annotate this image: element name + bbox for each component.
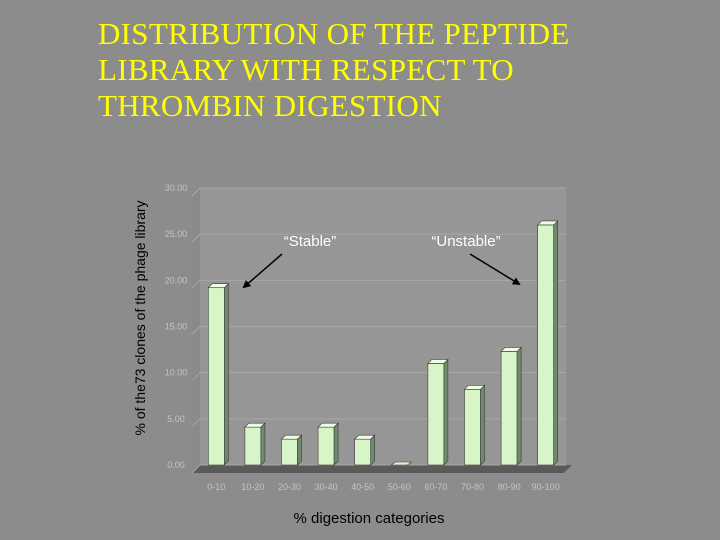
y-tick-label: 5.00 [167,414,185,424]
bar-side [443,358,449,466]
bar-top [280,434,303,440]
grid-line-side [191,372,201,382]
annotation-arrow [469,253,521,286]
x-tick-label: 80-90 [498,482,521,492]
bar-top [390,461,413,466]
bars [207,220,559,466]
bar-60-70 [427,358,449,466]
x-axis-label: % digestion categories [294,510,445,527]
bar-40-50 [353,434,376,466]
x-tick-label: 20-30 [278,482,301,492]
title-line-1: DISTRIBUTION OF THE PEPTIDE [98,16,570,51]
grid-line-side [191,279,201,289]
bar-top [353,434,376,440]
x-tick-label: 50-60 [388,482,411,492]
y-tick-label: 15.00 [165,322,188,332]
y-tick-label: 20.00 [165,275,188,285]
bar-side [260,422,266,466]
title-line-3: THROMBIN DIGESTION [98,88,442,123]
bar-face [208,287,225,466]
bar-face [244,426,262,466]
x-tick-label: 30-40 [315,482,338,492]
annotation-arrow [242,253,283,289]
x-tick-label: 90-100 [532,482,560,492]
y-axis-label: % of the73 clones of the phage library [132,200,148,435]
annotations: “Stable” “Unstable” [242,233,521,289]
bar-side [333,422,339,466]
bar-side [370,434,376,466]
bar-top [536,220,559,226]
bar-face [281,438,298,466]
bar-side [553,220,559,466]
x-tick-label: 0-10 [207,482,225,492]
bar-top [500,347,522,352]
x-tick-label: 60-70 [424,482,447,492]
bar-70-80 [463,384,486,466]
bar-side [480,384,485,466]
y-tick-label: 30.00 [165,183,188,193]
title-line-2: LIBRARY WITH RESPECT TO [98,52,514,87]
bar-20-30 [280,434,303,466]
bar-top [463,384,486,390]
grid-line-side [191,187,201,197]
annotation-label: “Unstable” [431,233,500,250]
x-tick-label: 10-20 [241,482,264,492]
x-axis-ticks: 0-10 10-20 20-30 30-40 40-50 50-60 60-70 70-80 8… [207,482,559,492]
y-tick-label: 0.00 [167,460,185,470]
bar-10-20 [244,422,266,466]
bar-top [427,359,449,364]
plot-floor [192,465,572,473]
page-title: DISTRIBUTION OF THE PEPTIDE LIBRARY WITH… [98,16,698,124]
grid-line-side [191,464,201,474]
bar-face [317,426,335,466]
bar-80-90 [500,346,522,466]
y-tick-label: 10.00 [165,368,188,378]
y-axis-ticks: 0.00 5.00 10.00 15.00 20.00 25.00 30.00 [165,183,188,470]
bar-90-100 [536,220,559,466]
bar-30-40 [317,422,339,466]
x-tick-label: 40-50 [351,482,374,492]
bar-face [427,363,445,466]
bar-side [297,434,302,466]
bar-face [537,224,555,466]
grid-line-side [191,418,201,428]
bar-top [244,422,266,428]
bar-50-60 [390,461,413,466]
bar-face [464,388,481,466]
bar-top [317,422,339,428]
grid-line-side [191,233,201,243]
bar-face [500,351,518,466]
y-tick-label: 25.00 [165,229,188,239]
bar-face [354,438,372,466]
x-tick-label: 70-80 [461,482,484,492]
grid-line-side [191,326,201,335]
bar-side [516,346,522,466]
bar-top [207,283,230,289]
annotation-label: “Stable” [284,233,337,250]
bar-0-10 [207,282,230,466]
bar-side [224,282,229,466]
